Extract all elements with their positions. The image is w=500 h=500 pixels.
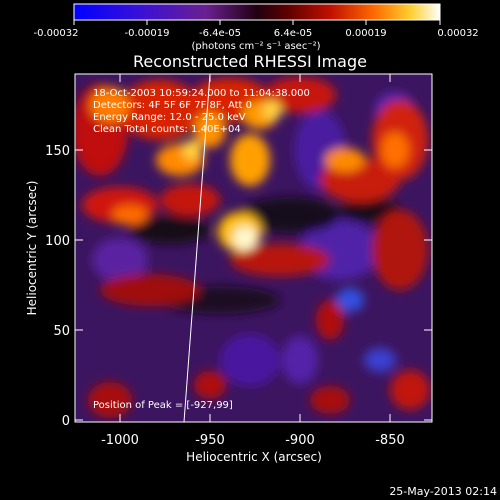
plot-title: Reconstructed RHESSI Image [133, 52, 367, 71]
plot-frame [74, 73, 433, 423]
colorbar-tick-label: -6.4e-05 [199, 28, 241, 39]
y-axis-label: Heliocentric Y (arcsec) [25, 181, 39, 316]
colorbar-tick-label: 0.00032 [437, 28, 478, 39]
colorbar-tick-label: 0.00019 [345, 28, 386, 39]
colorbar-ticks [73, 20, 441, 25]
x-tick-label: -900 [285, 433, 315, 448]
x-axis-label: Heliocentric X (arcsec) [186, 450, 322, 464]
counts-annotation: Clean Total counts: 1.40E+04 [93, 124, 241, 135]
x-tick-label: -950 [195, 433, 225, 448]
y-tick-label: 150 [45, 144, 70, 159]
colorbar-units: (photons cm⁻² s⁻¹ asec⁻²) [191, 41, 320, 52]
colorbar-frame [73, 3, 441, 21]
solar-limb-line [183, 74, 211, 422]
colorbar-tick-label: -0.00019 [125, 28, 170, 39]
x-tick-label: -850 [375, 433, 405, 448]
y-tick-label: 50 [53, 324, 70, 339]
colorbar-tick-label: -0.00032 [34, 28, 79, 39]
x-axis-ticks [119, 74, 391, 422]
peak-position-annotation: Position of Peak = [-927,99] [93, 400, 233, 411]
colorbar-gradient [74, 4, 440, 20]
detectors-annotation: Detectors: 4F 5F 6F 7F 8F, Att 0 [93, 100, 252, 111]
energy-range-annotation: Energy Range: 12.0 - 25.0 keV [93, 112, 246, 123]
y-tick-label: 0 [62, 414, 70, 429]
footer-date: 25-May-2013 02:14 [389, 485, 497, 498]
y-axis-ticks [75, 149, 432, 421]
colorbar-tick-label: 6.4e-05 [274, 28, 312, 39]
y-tick-label: 100 [45, 234, 70, 249]
time-range-annotation: 18-Oct-2003 10:59:24.000 to 11:04:38.000 [93, 88, 310, 99]
colorbar: -0.00032 -0.00019 -6.4e-05 6.4e-05 0.000… [34, 3, 479, 52]
x-tick-label: -1000 [101, 433, 139, 448]
